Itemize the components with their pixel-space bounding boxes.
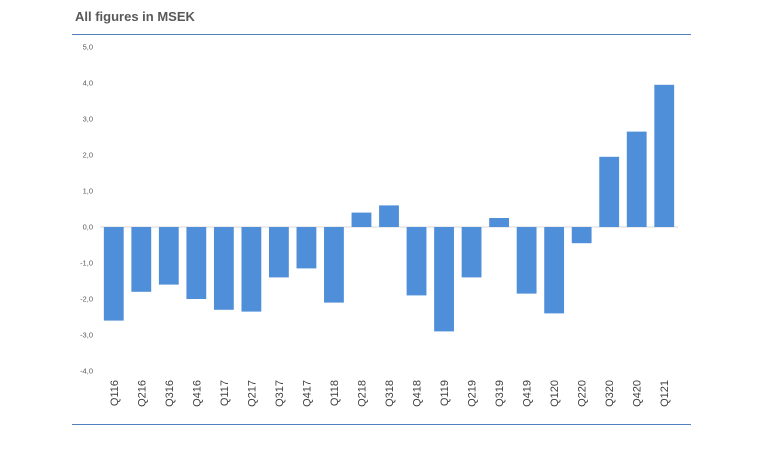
- x-category-label: Q116: [109, 380, 121, 406]
- bar-q116: [103, 227, 124, 321]
- bar-q418: [406, 227, 427, 296]
- bar-q319: [489, 218, 510, 227]
- bar-q318: [379, 205, 399, 227]
- x-category-label: Q219: [467, 380, 479, 407]
- bar-q121: [654, 84, 675, 227]
- x-category-label: Q417: [301, 380, 313, 407]
- x-category-label: Q318: [384, 380, 396, 407]
- y-tick-label: -4,0: [80, 367, 93, 376]
- bar-q317: [268, 227, 289, 278]
- y-tick-label: 5,0: [83, 43, 93, 52]
- x-category-label: Q418: [412, 380, 424, 407]
- x-category-label: Q316: [164, 380, 176, 407]
- bar-q119: [434, 227, 454, 332]
- y-tick-label: 0,0: [83, 223, 93, 232]
- x-category-label: Q319: [494, 380, 506, 407]
- bar-q219: [461, 227, 482, 278]
- x-category-label: Q317: [274, 380, 286, 407]
- x-category-label: Q320: [604, 380, 616, 407]
- y-tick-label: 3,0: [83, 115, 93, 124]
- y-tick-label: 4,0: [83, 79, 93, 88]
- x-category-label: Q119: [439, 380, 451, 406]
- bottom-rule: [72, 424, 691, 425]
- x-category-label: Q118: [329, 380, 341, 406]
- bar-q420: [626, 131, 647, 227]
- bar-q419: [516, 227, 537, 294]
- bar-q218: [351, 212, 372, 227]
- bar-q217: [241, 227, 262, 312]
- bar-q120: [544, 227, 565, 314]
- y-tick-label: 2,0: [83, 151, 93, 160]
- top-rule: [72, 34, 691, 35]
- x-category-label: Q217: [246, 380, 258, 407]
- x-category-label: Q220: [577, 380, 589, 407]
- bar-q316: [158, 227, 179, 285]
- y-tick-label: -1,0: [80, 259, 93, 268]
- bar-q220: [571, 227, 592, 244]
- x-category-label: Q419: [522, 380, 534, 407]
- x-category-label: Q218: [356, 380, 368, 407]
- x-category-label: Q216: [136, 380, 148, 407]
- bar-q416: [186, 227, 207, 299]
- bar-q216: [131, 227, 152, 292]
- bar-q117: [213, 227, 234, 310]
- chart-title: All figures in MSEK: [75, 9, 195, 24]
- bar-q320: [599, 156, 620, 227]
- x-category-label: Q420: [632, 380, 644, 407]
- x-category-label: Q120: [549, 380, 561, 407]
- y-tick-label: -3,0: [80, 331, 93, 340]
- x-category-label: Q416: [191, 380, 203, 407]
- x-category-label: Q117: [219, 380, 231, 406]
- y-tick-label: -2,0: [80, 295, 93, 304]
- bar-q417: [296, 227, 317, 269]
- y-tick-label: 1,0: [83, 187, 93, 196]
- x-category-label: Q121: [659, 380, 671, 407]
- bar-q118: [324, 227, 344, 303]
